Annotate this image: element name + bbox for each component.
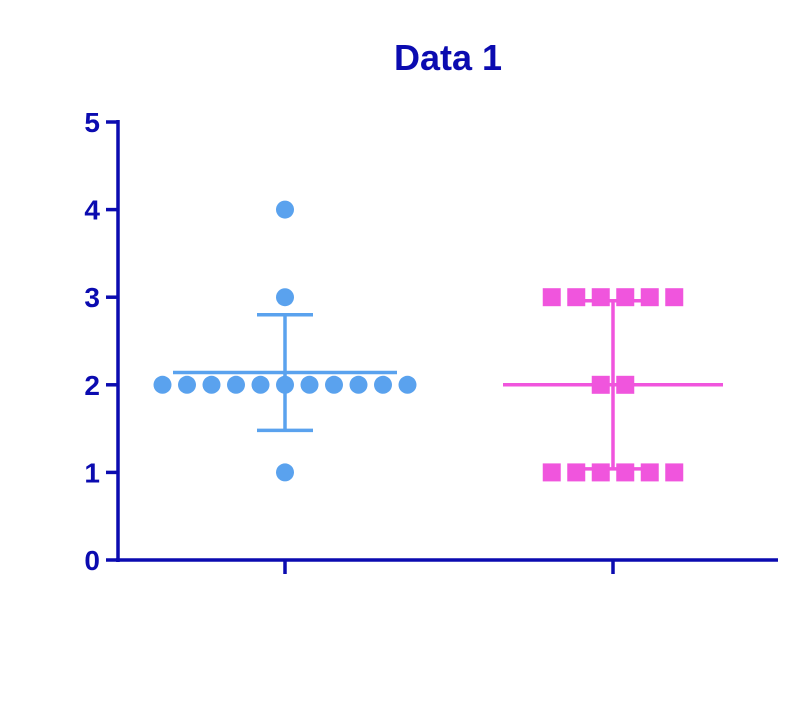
data-point <box>276 375 294 394</box>
data-point <box>276 200 294 219</box>
data-point <box>591 375 610 394</box>
data-point <box>640 463 659 482</box>
data-point <box>202 375 221 394</box>
y-tick-label: 5 <box>84 107 100 138</box>
data-point <box>591 288 610 307</box>
data-point <box>567 463 586 482</box>
data-point <box>542 463 561 482</box>
data-point <box>616 375 635 394</box>
data-point <box>300 375 319 394</box>
data-point <box>542 288 561 307</box>
data-point <box>227 375 245 394</box>
data-point <box>567 288 586 307</box>
data-point <box>591 463 610 482</box>
y-tick-label: 0 <box>84 545 100 576</box>
axes: 0 1 2 3 4 5 <box>84 107 778 576</box>
chart-title: Data 1 <box>394 37 502 78</box>
data-point <box>398 375 417 394</box>
data-point <box>251 375 270 394</box>
data-point <box>178 375 196 394</box>
data-point <box>276 288 294 307</box>
data-point <box>616 288 635 307</box>
data-point <box>640 288 659 307</box>
y-tick-label: 3 <box>84 282 100 313</box>
chart-marks <box>153 200 723 482</box>
data-point <box>374 375 392 394</box>
data-point <box>153 375 172 394</box>
y-tick-label: 1 <box>84 457 100 488</box>
data-point <box>349 375 368 394</box>
data-point <box>325 375 343 394</box>
y-tick-label: 4 <box>84 195 100 226</box>
data-point <box>616 463 635 482</box>
data-point <box>276 463 294 482</box>
y-tick-label: 2 <box>84 370 100 401</box>
data-point <box>665 288 684 307</box>
data-point <box>665 463 684 482</box>
